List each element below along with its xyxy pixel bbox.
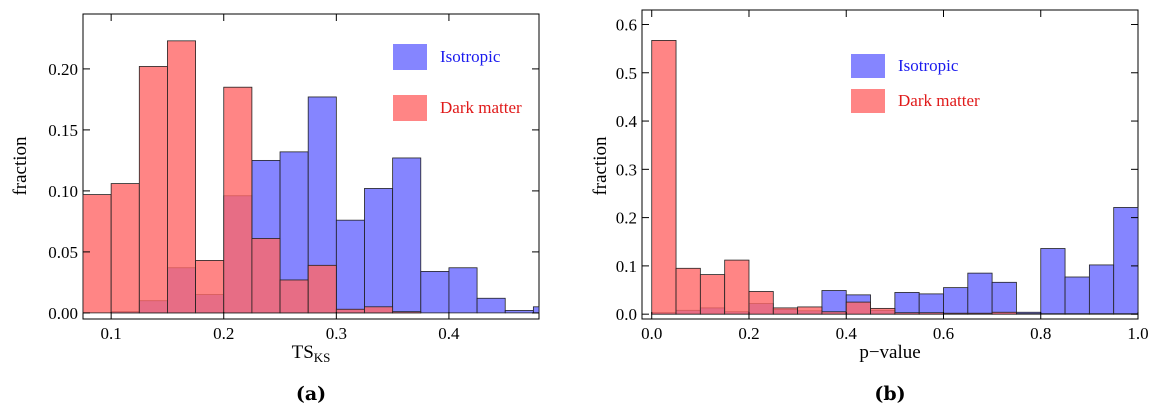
x-tick-label: 0.1 <box>101 324 122 343</box>
legend-swatch-isotropic <box>393 44 427 70</box>
bar-dark-matter-14 <box>991 311 1017 315</box>
legend-swatch-isotropic <box>851 54 885 78</box>
x-tick-label: 0.2 <box>738 324 759 343</box>
y-tick-label: 0.4 <box>616 112 638 131</box>
bar-dark-matter-11 <box>392 311 422 314</box>
y-tick-label: 0.20 <box>48 60 78 79</box>
chart-a-panel-label: (a) <box>296 383 326 405</box>
bar-isotropic-16 <box>1040 248 1066 315</box>
x-tick-label: 0.2 <box>213 324 234 343</box>
y-tick-label: 0.6 <box>616 15 637 34</box>
bar-isotropic-19 <box>1113 207 1139 315</box>
chart-b-plot-frame <box>641 9 1139 320</box>
chart-a-y-axis-label: fraction <box>10 136 31 196</box>
chart-a-ticks: 0.1 0.2 0.3 0.4 0.00 0.05 0.10 0.15 0.20 <box>48 14 539 343</box>
bar-isotropic-14 <box>991 281 1017 315</box>
chart-b-legend: Isotropic Dark matter <box>851 54 980 113</box>
bar-isotropic-11 <box>392 157 422 314</box>
chart-b-x-axis-label: p−value <box>859 342 920 363</box>
bar-isotropic-10 <box>364 188 394 314</box>
chart-a-legend: Isotropic Dark matter <box>393 44 522 121</box>
bar-dark-matter-13 <box>967 312 993 315</box>
chart-b: 0.0 0.2 0.4 0.6 0.8 1.00.00.10.20.30.40.50.6 … <box>590 9 1149 405</box>
bar-dark-matter-2 <box>138 66 168 314</box>
bar-dark-matter-9 <box>870 307 896 315</box>
bar-dark-matter-1 <box>110 183 140 314</box>
bar-isotropic-15 <box>504 310 534 314</box>
y-tick-label: 0.5 <box>616 64 637 83</box>
bar-dark-matter-0 <box>651 40 677 315</box>
legend-label-isotropic: Isotropic <box>898 56 959 75</box>
chart-b-y-axis-label: fraction <box>590 136 611 196</box>
bar-dark-matter-5 <box>223 86 253 314</box>
legend-label-isotropic: Isotropic <box>440 47 501 66</box>
bar-dark-matter-8 <box>845 301 871 315</box>
chart-a-bars <box>82 40 540 314</box>
x-axis-label-subscript: KS <box>314 350 331 365</box>
bar-isotropic-13 <box>967 272 993 315</box>
bar-dark-matter-7 <box>821 311 847 315</box>
bar-isotropic-16 <box>532 306 540 314</box>
chart-b-ticks: 0.0 0.2 0.4 0.6 0.8 1.0 0.0 0.1 0.2 0.3 0.4 0.5 0.6 <box>616 10 1149 343</box>
y-tick-label: 0.10 <box>48 182 78 201</box>
x-tick-label: 0.8 <box>1030 324 1051 343</box>
x-tick-label: 0.6 <box>933 324 954 343</box>
bar-isotropic-14 <box>476 297 506 314</box>
bar-dark-matter-3 <box>724 259 750 315</box>
chart-a: 0.1 0.2 0.3 0.4 0.00 0.05 0.10 0.15 0.20 Isotrop… <box>10 13 540 405</box>
bar-dark-matter-7 <box>279 279 309 314</box>
bar-isotropic-17 <box>1064 276 1090 315</box>
bar-isotropic-12 <box>420 271 450 314</box>
bar-dark-matter-10 <box>894 312 920 315</box>
chart-a-plot-frame <box>82 13 540 320</box>
bar-isotropic-9 <box>335 219 365 314</box>
chart-a-x-axis-label: TSKS <box>292 342 331 365</box>
y-tick-label: 0.05 <box>48 243 78 262</box>
bar-isotropic-11 <box>918 293 944 315</box>
bar-isotropic-7 <box>821 290 847 315</box>
y-tick-label: 0.0 <box>616 305 637 324</box>
x-axis-label-main: TS <box>292 342 314 363</box>
bar-dark-matter-3 <box>167 40 196 314</box>
bar-dark-matter-10 <box>364 306 394 314</box>
bar-dark-matter-5 <box>772 307 798 315</box>
bar-isotropic-18 <box>1088 264 1115 315</box>
y-tick-label: 0.2 <box>616 209 637 228</box>
chart-b-panel-label: (b) <box>874 383 905 405</box>
bar-dark-matter-6 <box>797 306 823 315</box>
x-tick-label: 0.4 <box>438 324 460 343</box>
bar-dark-matter-4 <box>195 260 225 314</box>
bar-dark-matter-9 <box>335 308 365 314</box>
legend-swatch-dark-matter <box>851 89 885 113</box>
legend-label-dark-matter: Dark matter <box>898 91 980 110</box>
bar-dark-matter-0 <box>82 194 112 314</box>
bar-dark-matter-12 <box>943 312 969 315</box>
x-tick-label: 0.3 <box>326 324 347 343</box>
legend-label-dark-matter: Dark matter <box>440 98 522 117</box>
bar-isotropic-13 <box>448 267 478 314</box>
x-tick-label: 1.0 <box>1127 324 1148 343</box>
bar-isotropic-12 <box>943 287 969 315</box>
chart-b-bars <box>651 40 1139 315</box>
y-tick-label: 0.1 <box>616 257 637 276</box>
bar-dark-matter-8 <box>307 264 337 314</box>
bar-dark-matter-1 <box>675 267 701 315</box>
bar-isotropic-10 <box>894 292 920 315</box>
legend-swatch-dark-matter <box>393 95 427 121</box>
bar-dark-matter-2 <box>699 274 726 315</box>
y-tick-label: 0.15 <box>48 121 78 140</box>
bar-dark-matter-11 <box>918 312 944 315</box>
y-tick-label: 0.00 <box>48 304 78 323</box>
x-tick-label: 0.0 <box>641 324 662 343</box>
x-tick-label: 0.4 <box>836 324 858 343</box>
bar-dark-matter-6 <box>251 238 281 314</box>
bar-dark-matter-4 <box>748 291 774 315</box>
y-tick-label: 0.3 <box>616 160 637 179</box>
